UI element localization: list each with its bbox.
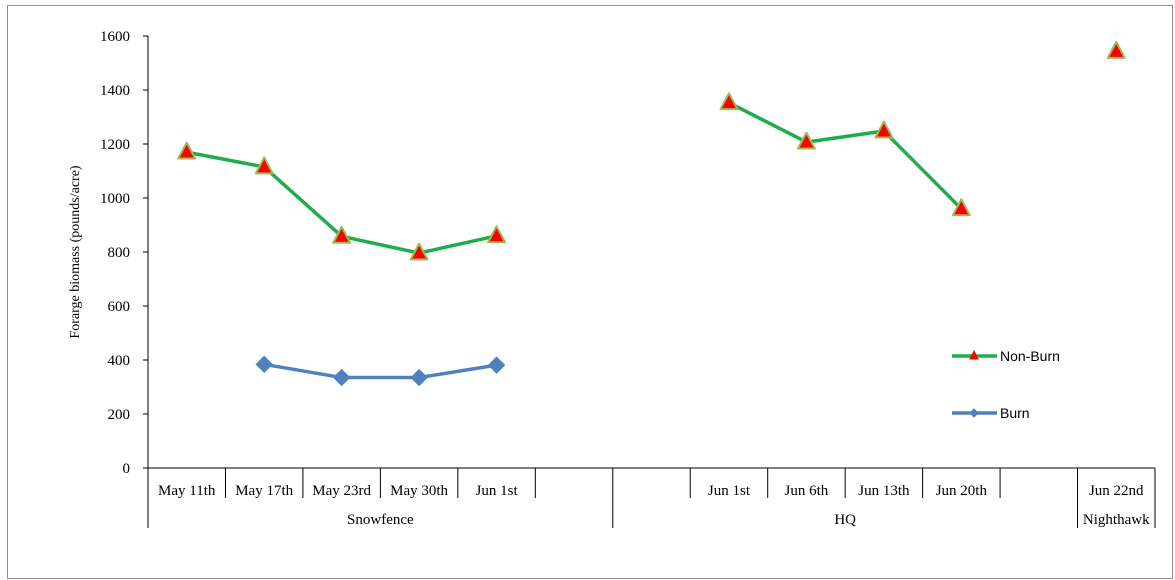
non-burn-marker [1106, 40, 1126, 59]
non-burn-marker [487, 225, 507, 244]
legend-burn-marker [969, 408, 979, 418]
non-burn-marker [409, 242, 429, 261]
x-tick-label: Jun 1st [708, 483, 751, 499]
burn-marker [487, 356, 506, 374]
x-tick-label: Jun 13th [858, 483, 910, 499]
legend-non-burn-label: Non-Burn [1000, 348, 1060, 364]
y-tick-label: 1000 [100, 191, 130, 207]
y-axis-title: Forarge biomass (pounds/acre) [68, 165, 83, 338]
x-group-label: HQ [834, 512, 856, 528]
y-tick-label: 800 [108, 245, 131, 261]
legend-burn-label: Burn [1000, 405, 1030, 421]
axes-layer: 0 200 400 600 800 1000 1200 1400 1600 May 11th May… [100, 29, 1156, 528]
y-tick-label: 1200 [100, 137, 130, 153]
y-tick-label: 1400 [100, 83, 130, 99]
non-burn-marker [874, 120, 894, 139]
x-group-label: Snowfence [347, 512, 414, 528]
y-tick-label: 200 [108, 407, 131, 423]
non-burn-marker [796, 131, 816, 150]
non-burn-line [728, 101, 963, 211]
non-burn-marker [177, 141, 197, 160]
x-tick-label: Jun 20th [936, 483, 988, 499]
x-tick-label: May 17th [235, 483, 293, 499]
non-burn-marker [332, 225, 352, 244]
x-group-label: Nighthawk [1083, 512, 1150, 528]
burn-marker [255, 355, 273, 374]
chart-frame [7, 5, 1173, 579]
burn-line [263, 362, 497, 380]
x-tick-label: May 30th [390, 483, 448, 499]
non-burn-marker [719, 92, 739, 111]
y-tick-label: 400 [108, 353, 131, 369]
non-burn-marker [951, 198, 971, 217]
x-tick-label: Jun 6th [785, 483, 829, 499]
legend-layer: Non-Burn Burn [952, 348, 1060, 421]
legend-non-burn-marker [969, 349, 979, 360]
x-tick-label: May 23rd [312, 483, 371, 499]
burn-marker [410, 368, 428, 387]
x-tick-label: Jun 22nd [1089, 483, 1144, 499]
x-tick-label: May 11th [158, 483, 216, 499]
series-layer [177, 40, 1126, 387]
y-tick-label: 600 [108, 299, 131, 315]
non-burn-marker [254, 156, 274, 175]
burn-marker [332, 368, 351, 387]
y-tick-label: 0 [123, 461, 131, 477]
x-tick-label: Jun 1st [476, 483, 519, 499]
y-tick-label: 1600 [100, 29, 130, 45]
